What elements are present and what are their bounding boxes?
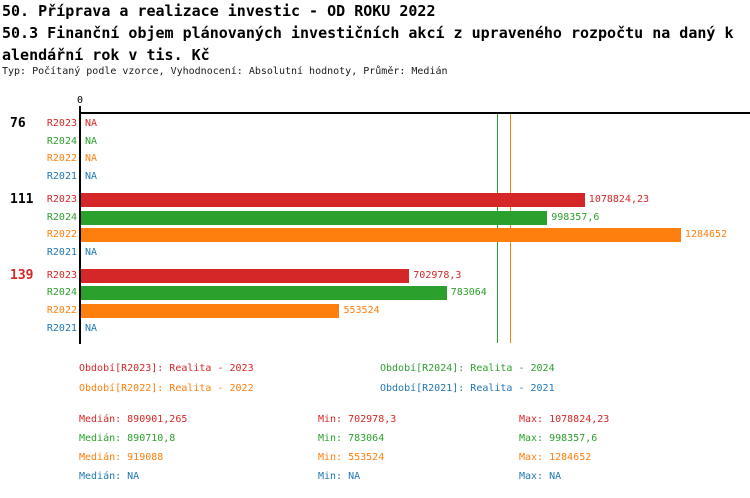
bar-r2023 <box>81 192 585 207</box>
series-label-r2023: R2023 <box>46 118 77 129</box>
group-label-76: 76 <box>10 116 26 131</box>
x-axis-line <box>80 112 750 114</box>
stat-max-r2023: Max: 1078824,23 <box>519 414 610 425</box>
stat-max-r2022: Max: 1284652 <box>519 452 592 463</box>
bar-r2022 <box>81 228 681 243</box>
bar-value-label: NA <box>85 171 98 183</box>
legend-item-r2021: Období[R2021]: Realita - 2021 <box>380 383 555 394</box>
report-subtitle-line2: alendářní rok v tis. Kč <box>2 46 210 64</box>
series-label-r2022: R2022 <box>46 153 77 165</box>
stat-max-r2021: Max: NA <box>519 471 562 482</box>
stat-min-r2022: Min: 553524 <box>318 452 385 463</box>
legend-item-r2024: Období[R2024]: Realita - 2024 <box>380 363 555 374</box>
legend-item-r2022: Období[R2022]: Realita - 2022 <box>79 383 254 394</box>
y-axis-line <box>79 106 81 344</box>
series-label-r2022: R2022 <box>46 305 77 316</box>
report-subtitle-line1: 50.3 Finanční objem plánovaných investič… <box>2 24 734 42</box>
series-label-r2021: R2021 <box>46 246 77 258</box>
bar-r2024 <box>81 286 447 301</box>
series-label-r2022: R2022 <box>46 229 77 241</box>
bar-value-label: 553524 <box>343 305 380 316</box>
bar-r2022 <box>81 304 340 318</box>
group-label-139: 139 <box>10 267 34 283</box>
series-label-r2024: R2024 <box>46 211 77 223</box>
series-label-r2024: R2024 <box>46 287 77 299</box>
stat-median-r2024: Medián: 890710,8 <box>79 433 176 444</box>
report-meta-line: Typ: Počítaný podle vzorce, Vyhodnocení:… <box>2 66 448 77</box>
series-label-r2023: R2023 <box>46 193 77 205</box>
stat-max-r2024: Max: 998357,6 <box>519 433 598 444</box>
bar-value-label: NA <box>85 153 98 165</box>
bar-value-label: NA <box>85 118 98 129</box>
series-label-r2021: R2021 <box>46 322 77 334</box>
bar-value-label: 998357,6 <box>551 211 600 223</box>
bar-value-label: 702978,3 <box>413 269 462 281</box>
bar-value-label: NA <box>85 246 98 258</box>
stat-min-r2021: Min: NA <box>318 471 361 482</box>
report-title: 50. Příprava a realizace investic - OD R… <box>2 2 436 20</box>
bar-value-label: NA <box>85 135 98 147</box>
bar-r2023 <box>81 268 410 283</box>
x-axis-zero-tick-label: 0 <box>76 95 84 106</box>
stat-median-r2023: Medián: 890901,265 <box>79 414 188 425</box>
bar-value-label: NA <box>85 322 98 334</box>
bar-value-label: 1284652 <box>684 229 728 241</box>
stat-min-r2024: Min: 783064 <box>318 433 385 444</box>
series-label-r2023: R2023 <box>46 269 77 281</box>
series-label-r2024: R2024 <box>46 135 77 147</box>
stat-median-r2021: Medián: NA <box>79 471 140 482</box>
bar-r2024 <box>81 210 548 225</box>
group-label-111: 111 <box>10 191 34 207</box>
stat-median-r2022: Medián: 919088 <box>79 452 164 463</box>
legend-item-r2023: Období[R2023]: Realita - 2023 <box>79 363 254 374</box>
stat-min-r2023: Min: 702978,3 <box>318 414 397 425</box>
chart-area: 0 76 R2023 NA R2024 NA R2022 NA R2021 NA 111 R2023… <box>10 95 750 344</box>
bar-value-label: 1078824,23 <box>588 193 650 205</box>
bar-value-label: 783064 <box>450 287 487 299</box>
series-label-r2021: R2021 <box>46 171 77 183</box>
